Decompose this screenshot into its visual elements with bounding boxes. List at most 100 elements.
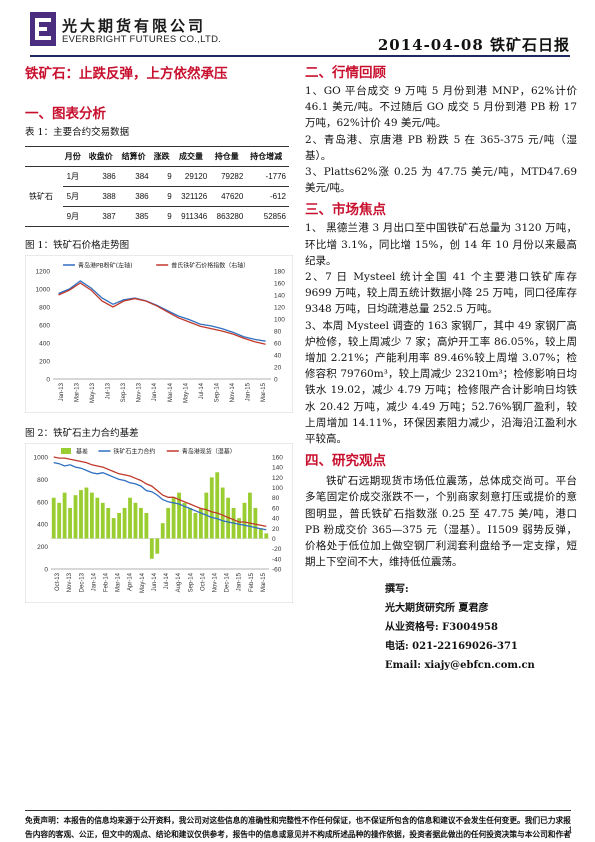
x-tick-label: Feb-14 [104,572,110,592]
author-phone: 电话: 021-22169026-371 [385,641,518,653]
legend-label: 青岛港现货（湿基） [182,448,236,456]
basis-bar [57,502,62,539]
page-header: 光大期货有限公司 EVERBRIGHT FUTURES CO.,LTD. 201… [30,12,570,54]
x-tick-label: Nov-14 [213,572,219,592]
table-cell: -1776 [246,166,289,187]
y-right-tick-label: 160 [272,455,283,462]
company-logo-icon [30,12,56,46]
x-tick-label: Mar-15 [261,572,267,592]
table-header-row: 月份 收盘价 结算价 涨跌 成交量 持仓量 持仓增减 [25,146,289,167]
x-tick-label: Jan-15 [237,572,243,591]
table-header-cell: 月份 [62,146,86,167]
x-tick-label: Jul-13 [106,382,112,399]
x-tick-label: Dec-13 [79,572,85,592]
y-left-tick-label: 400 [37,522,48,529]
x-tick-label: Apr-14 [128,572,134,591]
series-line [53,456,267,528]
y-left-tick-label: 0 [46,377,50,384]
disclaimer: 免责声明：本报告的信息均来源于公开资料，我公司对这些信息的准确性和完整性不作任何… [25,810,571,842]
header-divider [30,55,570,57]
table-cell: 321126 [174,186,211,207]
y-right-tick-label: -20 [272,546,282,553]
basis-bar [128,497,132,539]
table-cell: -612 [246,186,289,207]
company-name-cn: 光大期货有限公司 [62,17,207,35]
y-right-tick-label: 100 [272,485,283,492]
basis-bar [215,472,220,539]
y-right-tick-label: -60 [272,567,282,574]
y-right-tick-label: 140 [274,293,285,300]
basis-bar [62,492,67,539]
y-right-tick-label: 40 [272,516,280,523]
y-right-tick-label: 80 [274,329,282,336]
table-cell: 47620 [210,186,247,207]
basis-bar [100,502,105,539]
table-header-blank [25,146,63,167]
table-cell: 9 [151,166,175,187]
basis-bar [166,507,171,539]
chart2-container: 0 200 400 600 800 1000 -60 -40 -20 0 20 40 60 80 100 12… [24,442,294,604]
y-left-tick-label: 600 [39,323,50,330]
table-cell: 863280 [210,206,247,227]
basis-bar [198,507,203,539]
research-view-text: 铁矿石远期现货市场低位震荡，总体成交尚可。平台多笔固定价成交涨跌不一，个别商家刻… [305,475,577,569]
x-tick-label: Sep-14 [188,572,194,592]
basis-bar [68,507,72,539]
review-item: 2、青岛港、京唐港 PB 粉跌 5 在 365-375 元/吨（湿基）。 [305,133,577,162]
basis-bar [253,507,258,539]
page-number: 1 [567,826,573,835]
x-tick-label: Jul-14 [199,382,205,399]
table-row-label: 铁矿石 [25,166,63,227]
table-header-cell: 结算价 [118,146,152,167]
table-cell: 386 [85,166,119,187]
table-header-cell: 持仓增减 [246,146,289,167]
x-tick-label: Nov-13 [67,572,73,592]
table-cell: 9 [151,206,175,227]
chart1-container: 0 200 400 600 800 1000 1200 0 20 40 60 80 100 120 140 1… [24,254,294,414]
x-tick-label: Mar-14 [116,572,122,592]
y-left-tick-label: 800 [37,477,48,484]
table-cell: 9月 [62,206,86,227]
basis-bar [111,518,116,539]
basis-bar [149,538,154,559]
basis-bar [95,497,100,539]
y-right-tick-label: 180 [274,269,285,276]
focus-item: 3、本周 Mysteel 调查的 163 家钢厂，其中 49 家钢厂高炉检修，较… [305,319,577,446]
table-cell: 1月 [62,166,86,187]
y-left-tick-label: 1000 [34,455,49,462]
basis-bar [242,502,247,539]
table-cell: 29120 [174,166,211,187]
y-right-tick-label: 40 [274,353,282,360]
y-right-tick-label: 160 [274,281,285,288]
basis-bar [160,523,165,539]
author-name: 光大期货研究所 夏君彦 [385,603,489,615]
y-right-tick-label: 100 [274,317,285,324]
section-market-review-heading: 二、行情回顾 [305,65,386,81]
basis-bar [79,490,83,539]
left-column: 铁矿石：止跌反弹，上方依然承压 一、图表分析 表 1：主要合约交易数据 月份 收… [24,60,294,604]
series-line [58,280,266,342]
chart-frame [24,254,294,414]
x-tick-label: Mar-15 [261,382,267,402]
author-block: 撰写: 光大期货研究所 夏君彦 从业资格号: F3004958 电话: 021-… [305,580,577,675]
section-market-focus-heading: 三、市场焦点 [305,202,386,219]
y-left-tick-label: 600 [37,499,48,506]
basis-bar [84,487,89,539]
basis-bar [264,533,269,539]
basis-bar [188,507,192,539]
x-tick-label: Jul-14 [164,572,170,589]
table-cell: 386 [118,186,152,207]
basis-bar [182,502,187,539]
basis-bar [73,495,78,539]
chart1-caption: 图 1：铁矿石价格走势图 [25,240,130,251]
legend-label: 普氏铁矿石价格指数（右轴） [171,262,249,270]
right-column: 二、行情回顾 1、GO 平台成交 9 万吨 5 月份到港 MNP，62%计价 4… [305,60,577,675]
table-cell: 384 [118,166,152,187]
author-license: 从业资格号: F3004958 [385,622,498,634]
x-tick-label: Oct-14 [200,572,206,591]
x-tick-label: Mar-14 [168,382,174,402]
y-left-tick-label: 1200 [36,269,51,276]
legend-label: 青岛港PB粉矿(左轴) [78,262,132,270]
legend-label: 铁矿石主力合约 [113,448,155,456]
basis-bar [248,492,252,539]
